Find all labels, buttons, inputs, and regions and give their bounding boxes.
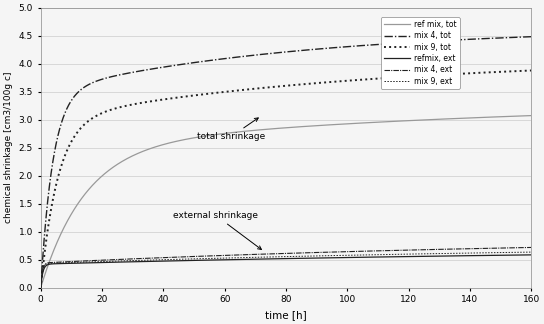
Text: total shrinkage: total shrinkage <box>197 118 265 141</box>
X-axis label: time [h]: time [h] <box>265 310 307 320</box>
Text: external shrinkage: external shrinkage <box>173 211 262 249</box>
Y-axis label: chemical shrinkage [cm3/100g c]: chemical shrinkage [cm3/100g c] <box>4 72 13 224</box>
Legend: ref mix, tot, mix 4, tot, mix 9, tot, refmix, ext, mix 4, ext, mix 9, ext: ref mix, tot, mix 4, tot, mix 9, tot, re… <box>381 17 460 89</box>
